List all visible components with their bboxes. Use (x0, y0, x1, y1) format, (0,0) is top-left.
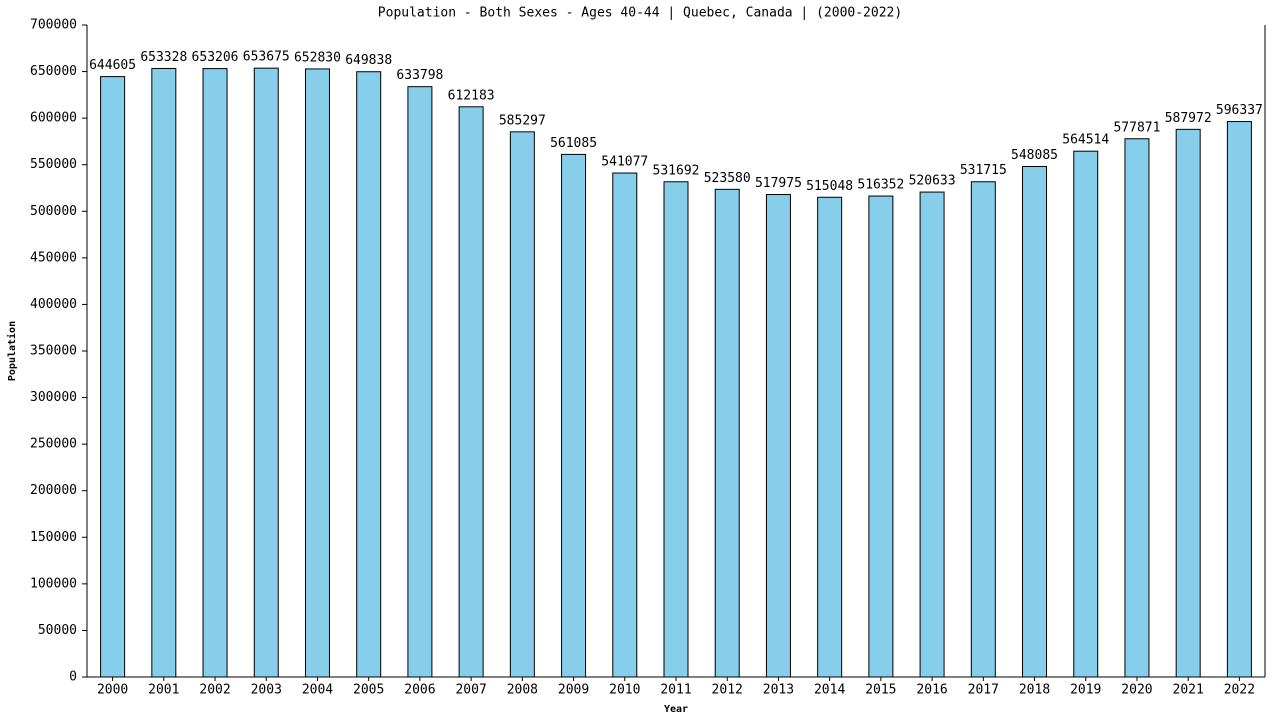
x-axis-label: Year (664, 704, 688, 715)
bar (1175, 128, 1201, 678)
bar (253, 67, 279, 678)
bar (612, 172, 638, 678)
data-label: 653328 (140, 50, 187, 65)
x-tick-label: 2008 (507, 683, 538, 698)
bar (970, 181, 996, 678)
x-tick-label: 2018 (1019, 683, 1050, 698)
bar (151, 67, 177, 678)
x-tick-label: 2001 (148, 683, 179, 698)
bar (868, 195, 894, 678)
y-tick-label: 250000 (30, 437, 77, 452)
y-tick-label: 600000 (30, 111, 77, 126)
x-tick-label: 2013 (763, 683, 794, 698)
y-tick-label: 400000 (30, 297, 77, 312)
data-label: 633798 (396, 68, 443, 83)
x-tick-label: 2003 (251, 683, 282, 698)
x-tick-label: 2010 (609, 683, 640, 698)
bar (919, 191, 945, 678)
x-tick-label: 2004 (302, 683, 333, 698)
x-tick-label: 2022 (1224, 683, 1255, 698)
data-label: 517975 (755, 176, 802, 191)
x-tick-label: 2002 (199, 683, 230, 698)
data-label: 585297 (499, 113, 546, 128)
data-label: 644605 (89, 58, 136, 73)
x-tick-label: 2005 (353, 683, 384, 698)
bar (714, 188, 740, 678)
bar (100, 76, 126, 678)
y-tick-label: 50000 (38, 623, 77, 638)
data-label: 596337 (1216, 103, 1263, 118)
x-tick-label: 2016 (916, 683, 947, 698)
x-tick-label: 2009 (558, 683, 589, 698)
y-tick-label: 0 (69, 670, 77, 685)
bar (765, 194, 791, 678)
bar (458, 106, 484, 678)
y-tick-label: 550000 (30, 157, 77, 172)
y-tick-label: 450000 (30, 250, 77, 265)
data-label: 649838 (345, 53, 392, 68)
data-label: 612183 (448, 88, 495, 103)
bar (1226, 121, 1252, 678)
y-tick-label: 300000 (30, 390, 77, 405)
x-tick-label: 2019 (1070, 683, 1101, 698)
y-tick-label: 150000 (30, 530, 77, 545)
data-label: 531715 (960, 163, 1007, 178)
bar (1124, 138, 1150, 678)
y-tick-label: 350000 (30, 344, 77, 359)
y-axis-label: Population (6, 321, 18, 381)
x-tick-label: 2006 (404, 683, 435, 698)
data-label: 531692 (653, 163, 700, 178)
data-label: 564514 (1062, 133, 1109, 148)
x-tick-label: 2012 (712, 683, 743, 698)
bar (509, 131, 535, 678)
data-label: 561085 (550, 136, 597, 151)
data-label: 520633 (909, 174, 956, 189)
bar (561, 153, 587, 678)
bar (356, 71, 382, 678)
bar (1022, 165, 1048, 678)
y-tick-label: 650000 (30, 64, 77, 79)
x-tick-label: 2015 (865, 683, 896, 698)
x-tick-label: 2014 (814, 683, 845, 698)
data-label: 577871 (1113, 120, 1160, 135)
chart-title: Population - Both Sexes - Ages 40-44 | Q… (378, 6, 902, 21)
bar (407, 86, 433, 678)
data-label: 523580 (704, 171, 751, 186)
bar (304, 68, 330, 678)
x-tick-label: 2007 (455, 683, 486, 698)
x-tick-label: 2017 (968, 683, 999, 698)
x-tick-label: 2011 (660, 683, 691, 698)
data-label: 652830 (294, 50, 341, 65)
bar (202, 68, 228, 678)
y-tick-label: 700000 (30, 18, 77, 33)
data-label: 653206 (192, 50, 239, 65)
x-tick-label: 2020 (1121, 683, 1152, 698)
y-tick-label: 100000 (30, 576, 77, 591)
data-label: 653675 (243, 50, 290, 65)
y-tick-label: 200000 (30, 483, 77, 498)
x-tick-label: 2000 (97, 683, 128, 698)
data-label: 587972 (1165, 111, 1212, 126)
bar (663, 181, 689, 678)
bar (817, 196, 843, 678)
x-tick-label: 2021 (1173, 683, 1204, 698)
bar (1073, 150, 1099, 678)
data-label: 516352 (857, 178, 904, 193)
y-tick-label: 500000 (30, 204, 77, 219)
data-label: 548085 (1011, 148, 1058, 163)
data-label: 515048 (806, 179, 853, 194)
data-label: 541077 (601, 155, 648, 170)
